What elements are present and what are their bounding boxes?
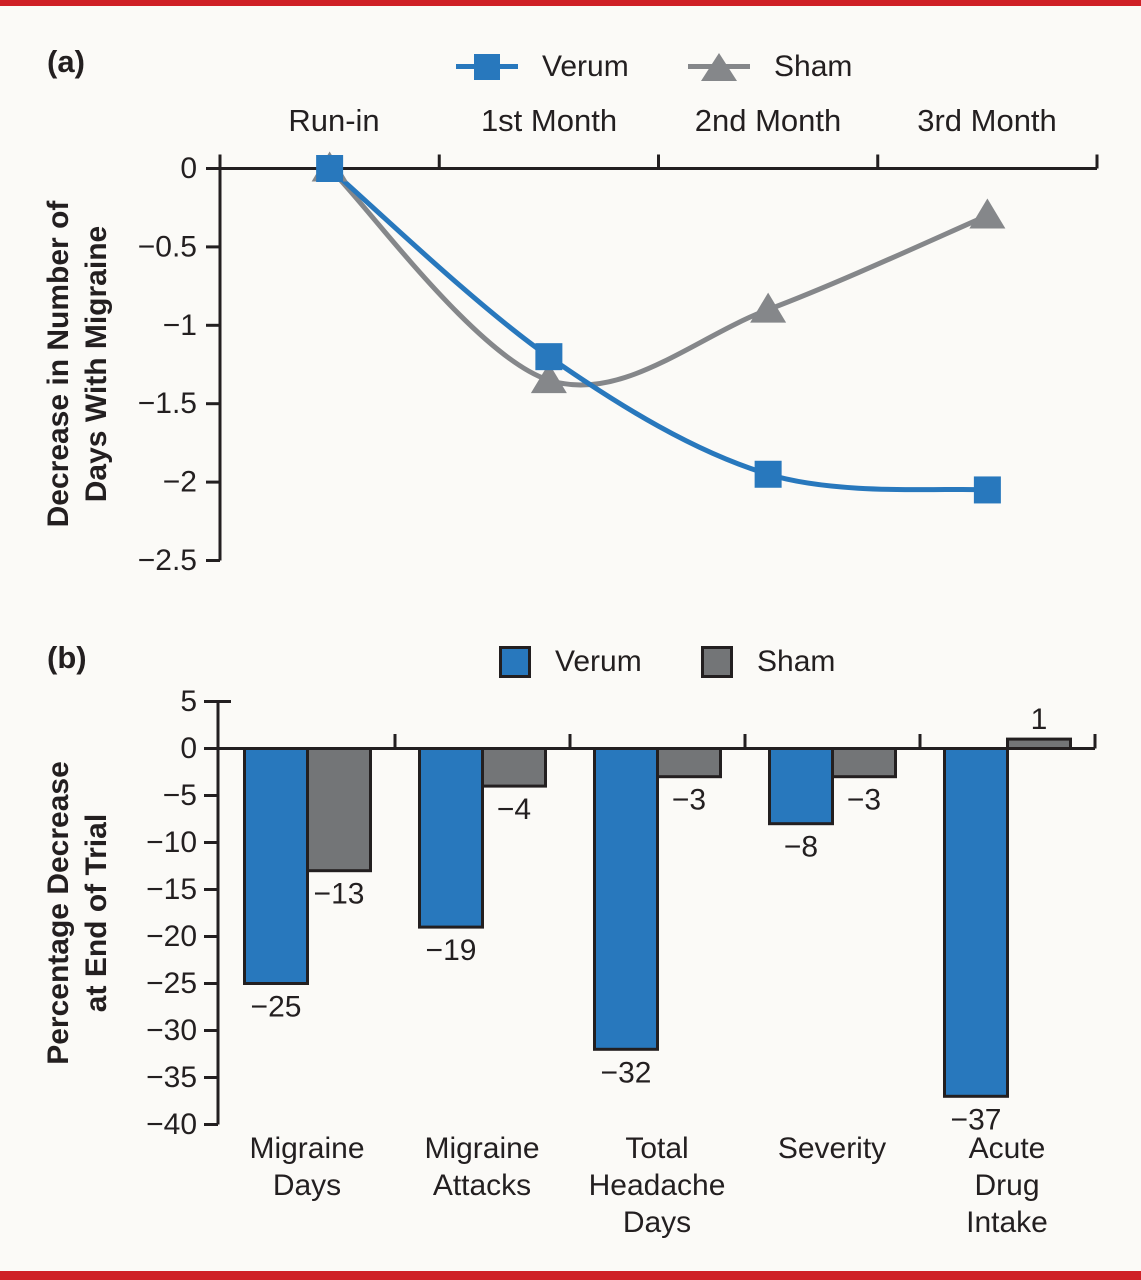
panel-b-label: (b) bbox=[47, 640, 87, 675]
bar-value-label: −37 bbox=[951, 1103, 1002, 1136]
bar-value-label: 1 bbox=[1031, 703, 1048, 736]
panel-a-y-tick-label: −1 bbox=[163, 309, 197, 342]
panel-b-y-tick-label: 0 bbox=[180, 732, 197, 765]
legend-label: Verum bbox=[542, 50, 629, 83]
bar-value-label: −25 bbox=[251, 991, 302, 1024]
panel-a-label: (a) bbox=[47, 44, 85, 79]
verum-line-marker-icon bbox=[456, 52, 518, 82]
top-red-rule bbox=[0, 0, 1141, 6]
x-tick-label-1st-month: 1st Month bbox=[480, 103, 618, 138]
category-label-total-headache-days: Total Headache Days bbox=[588, 1132, 726, 1239]
bar-value-label: −3 bbox=[847, 784, 881, 817]
x-tick-label-run-in: Run-in bbox=[288, 103, 380, 138]
sham-line-marker-icon bbox=[688, 52, 750, 82]
verum-square-marker bbox=[535, 343, 563, 371]
bar-sham bbox=[656, 747, 722, 779]
legend-item-verum-line: Verum bbox=[456, 50, 629, 84]
bar-value-label: −32 bbox=[601, 1056, 652, 1089]
bar-verum bbox=[593, 747, 659, 1051]
bottom-red-rule bbox=[0, 1271, 1141, 1280]
bar-value-label: −4 bbox=[497, 793, 531, 826]
bar-value-label: −19 bbox=[426, 934, 477, 967]
panel-a-y-tick-label: −0.5 bbox=[138, 230, 197, 263]
panel-b-y-tick-label: −25 bbox=[146, 967, 197, 1000]
panel-b-y-tick-label: −35 bbox=[146, 1061, 197, 1094]
panel-a-y-tick-label: −2 bbox=[163, 466, 197, 499]
bar-verum bbox=[768, 747, 834, 826]
sham-triangle-marker bbox=[530, 363, 567, 394]
sham-triangle-marker bbox=[969, 198, 1006, 229]
legend-item-sham-line: Sham bbox=[688, 50, 852, 84]
panel-b-y-tick-label: −20 bbox=[146, 920, 197, 953]
category-label-migraine-attacks: Migraine Attacks bbox=[424, 1132, 540, 1202]
sham-triangle-marker bbox=[750, 292, 787, 323]
panel-b-y-tick-label: −10 bbox=[146, 826, 197, 859]
bar-value-label: −3 bbox=[672, 784, 706, 817]
x-tick-label-2nd-month: 2nd Month bbox=[694, 103, 842, 138]
legend-item-sham-bar: Sham bbox=[701, 645, 835, 679]
legend-item-verum-bar: Verum bbox=[499, 645, 642, 679]
panel-b-y-tick-label: −40 bbox=[146, 1108, 197, 1141]
bar-value-label: −8 bbox=[784, 831, 818, 864]
bar-sham bbox=[1006, 737, 1072, 750]
sham-line bbox=[327, 166, 989, 388]
bar-verum bbox=[943, 747, 1009, 1098]
panel-a-y-tick-label: −1.5 bbox=[138, 387, 197, 420]
category-label-acute-drug-intake: Acute Drug Intake bbox=[966, 1132, 1048, 1239]
panel-b-y-tick-label: −30 bbox=[146, 1014, 197, 1047]
bar-verum bbox=[418, 747, 484, 929]
legend-label: Sham bbox=[774, 50, 853, 83]
verum-square-marker bbox=[973, 476, 1001, 504]
category-label-severity: Severity bbox=[777, 1132, 887, 1165]
legend-label: Verum bbox=[555, 645, 642, 678]
panel-b-y-tick-label: −5 bbox=[163, 779, 197, 812]
bar-verum bbox=[243, 747, 309, 985]
bar-value-label: −13 bbox=[314, 878, 365, 911]
verum-square-marker bbox=[316, 155, 344, 182]
bar-sham bbox=[481, 747, 547, 788]
verum-square-marker bbox=[754, 460, 782, 488]
x-tick-label-3rd-month: 3rd Month bbox=[917, 103, 1057, 138]
legend-label: Sham bbox=[757, 645, 836, 678]
panel-b-y-tick-label: −15 bbox=[146, 873, 197, 906]
panel-a-y-tick-label: −2.5 bbox=[138, 544, 197, 577]
bar-sham bbox=[831, 747, 897, 779]
sham-swatch-icon bbox=[701, 646, 733, 678]
bar-sham bbox=[306, 747, 372, 873]
panel-b-y-tick-label: 5 bbox=[180, 685, 197, 718]
verum-line bbox=[327, 166, 988, 493]
verum-swatch-icon bbox=[499, 646, 531, 678]
category-label-migraine-days: Migraine Days bbox=[249, 1132, 365, 1202]
panel-a-y-tick-label: 0 bbox=[180, 152, 197, 185]
